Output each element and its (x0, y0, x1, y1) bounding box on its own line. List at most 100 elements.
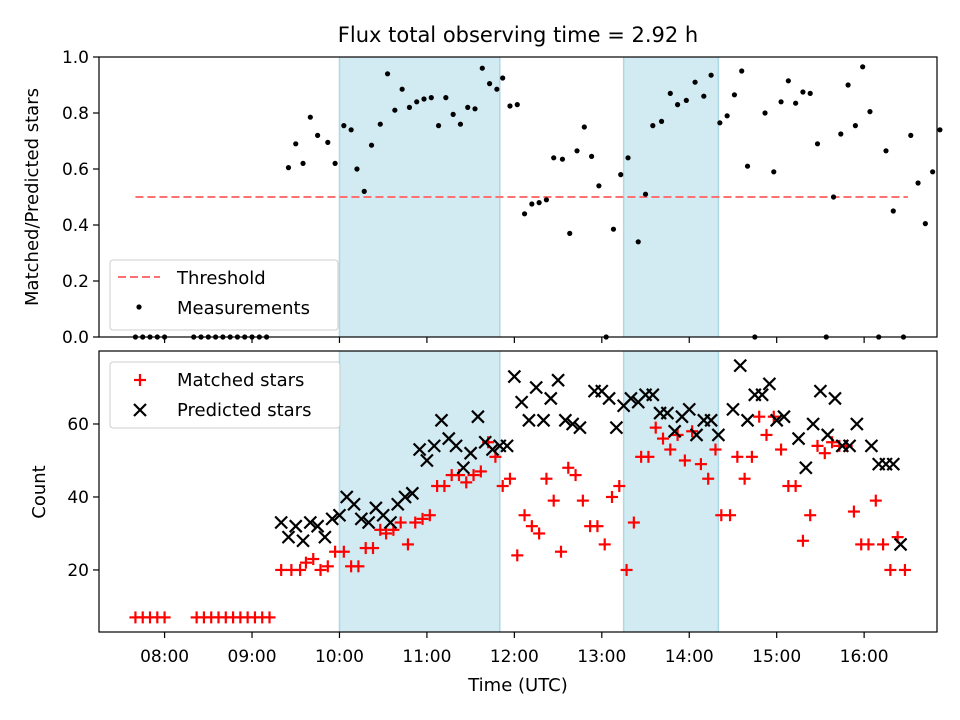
predicted-star-point (726, 402, 740, 417)
bottom-panel-y-ticks: 20 40 60 (67, 415, 99, 581)
matched-star-point (576, 494, 589, 507)
predicted-star-point (456, 461, 471, 475)
predicted-star-point (544, 391, 558, 406)
measurement-point (683, 97, 689, 103)
matched-star-point (158, 611, 171, 624)
measurement-point (479, 65, 485, 71)
matched-star-point (627, 516, 640, 529)
matched-star-point (702, 472, 715, 485)
matched-star-point (307, 553, 320, 566)
measurement-point (581, 124, 587, 130)
matched-star-point (869, 494, 882, 507)
matched-star-point (533, 527, 546, 540)
matched-star-point (818, 447, 831, 460)
measurement-point (625, 155, 631, 161)
y-tick-label: 0.2 (62, 272, 89, 292)
bottom-legend-frame (109, 361, 341, 429)
predicted-star-point (449, 439, 463, 453)
y-tick-label: 0.6 (62, 160, 89, 180)
predicted-star-point (602, 391, 616, 406)
matched-star-point (275, 563, 288, 576)
measurement-point (377, 121, 383, 127)
measurement-point (457, 121, 464, 127)
matched-star-point (796, 534, 809, 547)
matched-star-point (562, 461, 575, 474)
predicted-star-point (762, 377, 777, 391)
matched-star-point (877, 538, 890, 551)
matched-star-point (416, 512, 429, 525)
predicted-star-point (667, 424, 682, 439)
matched-star-point (804, 509, 817, 522)
measurement-point (937, 127, 943, 133)
measurement-point (536, 200, 542, 206)
predicted-star-point (893, 537, 908, 552)
predicted-star-point (755, 388, 769, 402)
x-tick-label: 10:00 (315, 647, 364, 667)
bottom-panel-shaded-intervals (338, 351, 720, 632)
measurement-point (744, 163, 751, 169)
bottom-panel-y-axis-label: Count (29, 465, 50, 518)
matched-star-point (518, 509, 531, 522)
y-tick-label: 40 (67, 488, 89, 508)
predicted-star-point (303, 515, 318, 530)
matched-star-point (321, 560, 334, 573)
top-panel-title: Flux total observing time = 2.92 h (338, 23, 698, 47)
measurement-point (574, 148, 580, 154)
measurement-point (300, 160, 306, 166)
measurement-point (368, 142, 375, 148)
measurement-point (610, 226, 617, 232)
matched-star-point (664, 443, 677, 456)
bottom-panel-x-ticks: 08:00 09:00 10:00 11:00 12:00 13:00 14:00 15:00… (140, 632, 889, 667)
measurement-point (642, 191, 649, 197)
matched-star-point (738, 472, 751, 485)
measurement-point (658, 118, 665, 124)
y-tick-label: 1.0 (62, 48, 89, 68)
matched-star-point (724, 509, 737, 522)
matched-star-point (694, 458, 707, 471)
measurement-point (674, 102, 681, 108)
predicted-star-point (646, 388, 660, 402)
measurement-point (739, 68, 745, 74)
shaded-interval (339, 351, 500, 632)
measurement-point (762, 110, 768, 116)
matched-star-point (352, 560, 365, 573)
measurement-point (845, 82, 851, 88)
predicted-star-point (733, 358, 748, 373)
top-legend-threshold-label: Threshold (176, 268, 266, 289)
predicted-star-point (507, 369, 522, 384)
measurement-point (588, 153, 595, 159)
predicted-star-point (791, 431, 806, 446)
predicted-star-point (660, 406, 675, 420)
predicted-star-point (565, 417, 580, 431)
matched-star-point (620, 563, 633, 576)
matched-star-point (591, 520, 604, 533)
matched-star-point (394, 516, 407, 529)
matched-star-point (503, 472, 516, 485)
matched-star-point (511, 549, 524, 562)
shaded-interval (623, 351, 719, 632)
predicted-star-point (383, 515, 398, 530)
predicted-star-point (842, 439, 857, 453)
predicted-star-point (463, 446, 478, 460)
measurement-point (771, 169, 777, 175)
predicted-star-point (332, 508, 347, 522)
predicted-star-point (354, 512, 369, 526)
matched-star-point (847, 505, 860, 518)
top-panel-y-axis-label: Matched/Predicted stars (22, 88, 43, 306)
matched-star-point (789, 480, 802, 493)
measurement-point (567, 230, 573, 236)
measurement-point (332, 160, 338, 166)
matched-star-point (569, 469, 582, 482)
predicted-star-point (777, 409, 791, 424)
measurement-point (692, 79, 698, 85)
measurement-point (559, 156, 566, 162)
measurement-point (494, 86, 500, 92)
measurement-point (724, 113, 730, 119)
x-tick-label: 16:00 (840, 647, 889, 667)
predicted-star-point (427, 439, 441, 453)
matched-star-point (525, 520, 538, 533)
predicted-star-point (609, 420, 624, 435)
predicted-star-point (420, 453, 434, 468)
x-tick-label: 08:00 (140, 647, 189, 667)
predicted-star-point (361, 515, 376, 530)
